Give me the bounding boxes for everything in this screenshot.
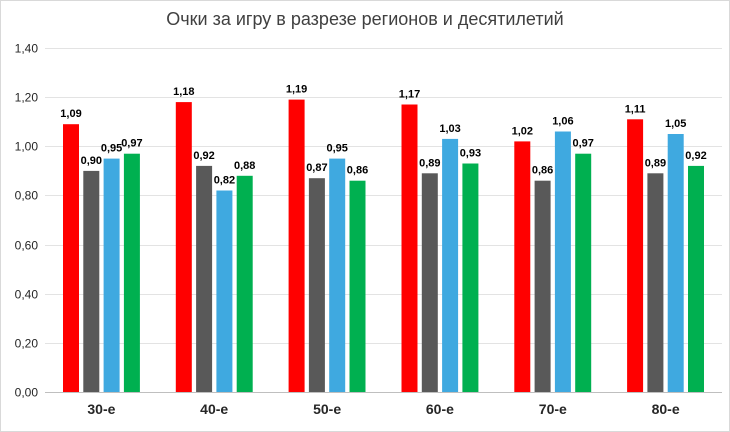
bar-series-1-70-е <box>514 141 531 392</box>
y-tick-label: 1,40 <box>15 42 39 56</box>
bar-series-1-30-е <box>63 124 79 392</box>
bar-series-1-80-е <box>627 119 644 393</box>
data-label: 0,82 <box>214 175 235 187</box>
data-label: 1,02 <box>512 125 533 137</box>
data-label: 0,97 <box>572 138 593 150</box>
bar-series-3-60-е <box>442 138 459 392</box>
data-label: 0,88 <box>234 160 255 172</box>
data-label: 0,97 <box>121 138 142 150</box>
x-category-label: 30-е <box>87 401 115 417</box>
bar-series-1-40-е <box>175 102 192 392</box>
bar-series-2-80-е <box>647 173 664 392</box>
bar-series-2-30-е <box>83 170 100 392</box>
bar-series-4-80-е <box>688 165 704 392</box>
x-category-label: 70-е <box>539 401 567 417</box>
data-label: 0,86 <box>347 165 368 177</box>
data-label: 0,86 <box>532 165 553 177</box>
data-label: 0,89 <box>645 157 666 169</box>
data-label: 1,06 <box>552 116 573 128</box>
bar-series-1-50-е <box>288 99 305 392</box>
data-label: 0,87 <box>306 162 327 174</box>
data-label: 0,90 <box>81 155 102 167</box>
data-label: 1,19 <box>286 84 307 96</box>
bar-series-2-40-е <box>196 165 213 392</box>
bar-series-3-70-е <box>554 131 571 392</box>
data-label: 1,03 <box>439 123 460 135</box>
x-category-label: 60-е <box>426 401 454 417</box>
bar-series-4-60-е <box>462 163 479 392</box>
data-label: 1,17 <box>399 89 420 101</box>
bar-series-4-70-е <box>575 153 592 392</box>
y-tick-label: 0,40 <box>15 288 39 302</box>
bar-series-4-40-е <box>236 175 253 392</box>
data-label: 1,09 <box>60 108 81 120</box>
y-tick-label: 1,00 <box>15 140 39 154</box>
data-label: 0,89 <box>419 157 440 169</box>
bar-series-1-60-е <box>401 104 418 392</box>
data-label: 0,92 <box>193 150 214 162</box>
bar-series-2-60-е <box>421 173 438 392</box>
x-category-label: 50-е <box>313 401 341 417</box>
y-tick-label: 0,20 <box>15 337 39 351</box>
x-category-label: 80-е <box>652 401 680 417</box>
data-label: 1,18 <box>173 86 194 98</box>
bar-series-4-30-е <box>123 153 140 392</box>
bar-series-3-40-е <box>216 190 233 392</box>
y-tick-label: 0,80 <box>15 189 39 203</box>
bar-series-2-50-е <box>308 178 325 392</box>
bar-series-4-50-е <box>349 180 366 392</box>
data-label: 0,95 <box>101 143 122 155</box>
bar-series-3-80-е <box>667 134 684 392</box>
bar-series-3-50-е <box>329 158 346 392</box>
chart-title: Очки за игру в разрезе регионов и десяти… <box>166 9 564 29</box>
bar-series-3-30-е <box>103 158 120 392</box>
data-label: 0,95 <box>326 143 347 155</box>
data-label: 0,92 <box>685 150 706 162</box>
y-tick-label: 0,60 <box>15 239 39 253</box>
y-tick-label: 1,20 <box>15 91 39 105</box>
data-label: 0,93 <box>460 148 481 160</box>
bar-series-2-70-е <box>534 180 551 392</box>
x-category-label: 40-е <box>200 401 228 417</box>
data-label: 1,05 <box>665 118 686 130</box>
y-tick-label: 0,00 <box>15 386 39 400</box>
data-label: 1,11 <box>625 103 646 115</box>
